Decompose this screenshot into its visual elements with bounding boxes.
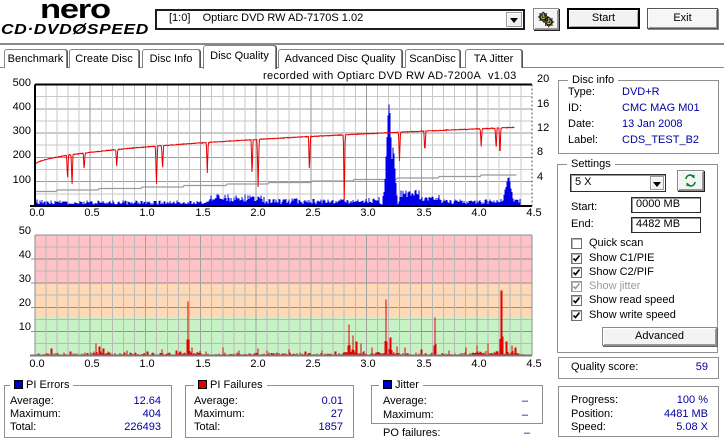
svg-text:0.0: 0.0	[29, 207, 44, 219]
svg-text:400: 400	[13, 101, 31, 113]
svg-text:16: 16	[537, 98, 549, 110]
svg-text:20: 20	[537, 73, 549, 85]
svg-text:100: 100	[13, 174, 31, 186]
svg-text:50: 50	[19, 225, 31, 237]
svg-text:0.5: 0.5	[84, 358, 99, 370]
svg-text:3.5: 3.5	[416, 358, 431, 370]
svg-text:4.0: 4.0	[471, 358, 486, 370]
svg-text:4.5: 4.5	[526, 358, 541, 370]
svg-text:200: 200	[13, 149, 31, 161]
svg-text:4.0: 4.0	[471, 207, 486, 219]
svg-text:4.5: 4.5	[526, 207, 541, 219]
svg-text:3.0: 3.0	[360, 358, 375, 370]
svg-text:30: 30	[19, 273, 31, 285]
svg-text:0.5: 0.5	[84, 207, 99, 219]
svg-text:8: 8	[537, 146, 543, 158]
svg-text:12: 12	[537, 122, 549, 134]
svg-text:10: 10	[19, 321, 31, 333]
svg-text:1.5: 1.5	[195, 207, 210, 219]
svg-text:1.0: 1.0	[139, 207, 154, 219]
svg-text:500: 500	[13, 77, 31, 89]
svg-text:3.0: 3.0	[360, 207, 375, 219]
svg-text:1.0: 1.0	[139, 358, 154, 370]
svg-text:3.5: 3.5	[416, 207, 431, 219]
svg-text:2.0: 2.0	[250, 358, 265, 370]
svg-text:20: 20	[19, 297, 31, 309]
svg-text:4: 4	[537, 171, 543, 183]
svg-text:2.5: 2.5	[305, 207, 320, 219]
svg-text:recorded with Optiarc DVD RW A: recorded with Optiarc DVD RW AD-7200A v1…	[263, 70, 517, 82]
svg-text:2.0: 2.0	[250, 207, 265, 219]
svg-text:300: 300	[13, 125, 31, 137]
svg-text:40: 40	[19, 249, 31, 261]
svg-text:2.5: 2.5	[305, 358, 320, 370]
svg-text:0.0: 0.0	[29, 358, 44, 370]
svg-text:1.5: 1.5	[195, 358, 210, 370]
